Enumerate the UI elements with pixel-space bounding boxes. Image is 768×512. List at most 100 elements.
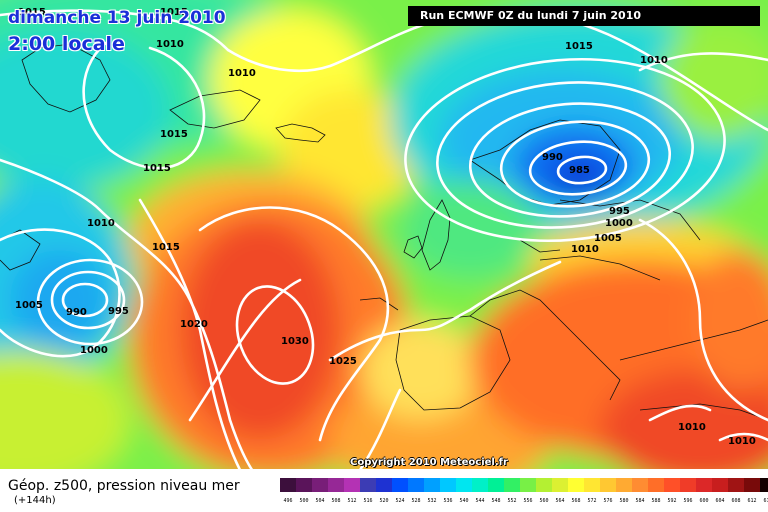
- isobar-label: 1010: [571, 244, 599, 255]
- isobar-label: 1015: [18, 7, 46, 18]
- legend-value: 536: [443, 498, 453, 504]
- color-scale-labels: 496 500 504 508 512 516 520 524 528 532 536 540 544 5…: [280, 496, 768, 506]
- isobar-lines: [0, 8, 768, 482]
- isobar-label: 1015: [143, 163, 171, 174]
- copyright-text: Copyright 2010 Meteociel.fr: [350, 457, 508, 468]
- isobar-label: 1010: [87, 218, 115, 229]
- isobar-label: 995: [108, 306, 129, 317]
- model-run-banner: Run ECMWF 0Z du lundi 7 juin 2010: [408, 6, 760, 26]
- isobar-label: 1015: [152, 242, 180, 253]
- legend-swatch: [744, 478, 760, 492]
- legend-swatch: [312, 478, 328, 492]
- legend-value: 588: [651, 498, 661, 504]
- legend-value: 576: [603, 498, 613, 504]
- legend-swatch: [584, 478, 600, 492]
- legend-value: 604: [715, 498, 725, 504]
- isobar-label: 1000: [80, 345, 108, 356]
- legend-swatch: [680, 478, 696, 492]
- isobar-label: 1010: [156, 39, 184, 50]
- legend-value: 500: [299, 498, 309, 504]
- legend-swatch: [344, 478, 360, 492]
- legend-swatch: [696, 478, 712, 492]
- legend-value: 608: [731, 498, 741, 504]
- legend-swatch: [392, 478, 408, 492]
- legend-swatch: [568, 478, 584, 492]
- legend-value: 540: [459, 498, 469, 504]
- legend-swatch: [632, 478, 648, 492]
- legend-value: 504: [315, 498, 325, 504]
- legend-value: 616: [763, 498, 768, 504]
- isobar-label: 1005: [594, 233, 622, 244]
- forecast-range: (+144h): [14, 495, 56, 506]
- legend-value: 552: [507, 498, 517, 504]
- isobar-label: 1010: [228, 68, 256, 79]
- legend-swatch: [440, 478, 456, 492]
- legend-swatch: [520, 478, 536, 492]
- isobar-label: 990: [542, 152, 563, 163]
- legend-swatch: [376, 478, 392, 492]
- color-scale: [280, 478, 768, 492]
- legend-swatch: [360, 478, 376, 492]
- isobar-label: 1010: [640, 55, 668, 66]
- isobar-label: 1020: [180, 319, 208, 330]
- legend-value: 564: [555, 498, 565, 504]
- legend-value: 600: [699, 498, 709, 504]
- isobar-label: 995: [609, 206, 630, 217]
- legend-swatch: [456, 478, 472, 492]
- legend-value: 580: [619, 498, 629, 504]
- legend-swatch: [424, 478, 440, 492]
- legend-swatch: [328, 478, 344, 492]
- forecast-time: 2:00 locale: [8, 33, 125, 55]
- legend-value: 508: [331, 498, 341, 504]
- legend-swatch: [712, 478, 728, 492]
- legend-swatch: [488, 478, 504, 492]
- legend-swatch: [504, 478, 520, 492]
- legend-value: 528: [411, 498, 421, 504]
- isobar-label: 1030: [281, 336, 309, 347]
- legend-value: 568: [571, 498, 581, 504]
- isobar-label: 1015: [565, 41, 593, 52]
- legend-value: 596: [683, 498, 693, 504]
- legend-value: 520: [379, 498, 389, 504]
- isobar-label: 1010: [728, 436, 756, 447]
- legend-value: 516: [363, 498, 373, 504]
- legend-value: 496: [283, 498, 293, 504]
- legend-swatch: [552, 478, 568, 492]
- isobar-label: 1010: [678, 422, 706, 433]
- legend-swatch: [600, 478, 616, 492]
- isobar-labels: 1015 1015 1010 1015 1010 1010 1015 1015 990 985 99…: [15, 7, 756, 447]
- isobar-label: 985: [569, 165, 590, 176]
- legend-value: 560: [539, 498, 549, 504]
- forecast-date: dimanche 13 juin 2010: [8, 8, 226, 28]
- legend-swatch: [296, 478, 312, 492]
- legend-value: 584: [635, 498, 645, 504]
- legend-value: 556: [523, 498, 533, 504]
- legend-swatch: [664, 478, 680, 492]
- legend-swatch: [616, 478, 632, 492]
- legend-value: 524: [395, 498, 405, 504]
- legend-value: 548: [491, 498, 501, 504]
- isobar-label: 1015: [160, 7, 188, 18]
- legend-value: 572: [587, 498, 597, 504]
- legend-swatch: [472, 478, 488, 492]
- legend-swatch: [536, 478, 552, 492]
- legend-swatch: [760, 478, 768, 492]
- isobar-label: 1005: [15, 300, 43, 311]
- legend-value: 532: [427, 498, 437, 504]
- legend-value: 592: [667, 498, 677, 504]
- legend-title: Géop. z500, pression niveau mer: [8, 478, 240, 494]
- isobar-label: 1015: [160, 129, 188, 140]
- legend-swatch: [408, 478, 424, 492]
- isobar-label: 990: [66, 307, 87, 318]
- legend-value: 544: [475, 498, 485, 504]
- legend-value: 512: [347, 498, 357, 504]
- legend-value: 612: [747, 498, 757, 504]
- legend-swatch: [648, 478, 664, 492]
- legend-swatch: [280, 478, 296, 492]
- legend-swatch: [728, 478, 744, 492]
- isobar-label: 1000: [605, 218, 633, 229]
- isobar-label: 1025: [329, 356, 357, 367]
